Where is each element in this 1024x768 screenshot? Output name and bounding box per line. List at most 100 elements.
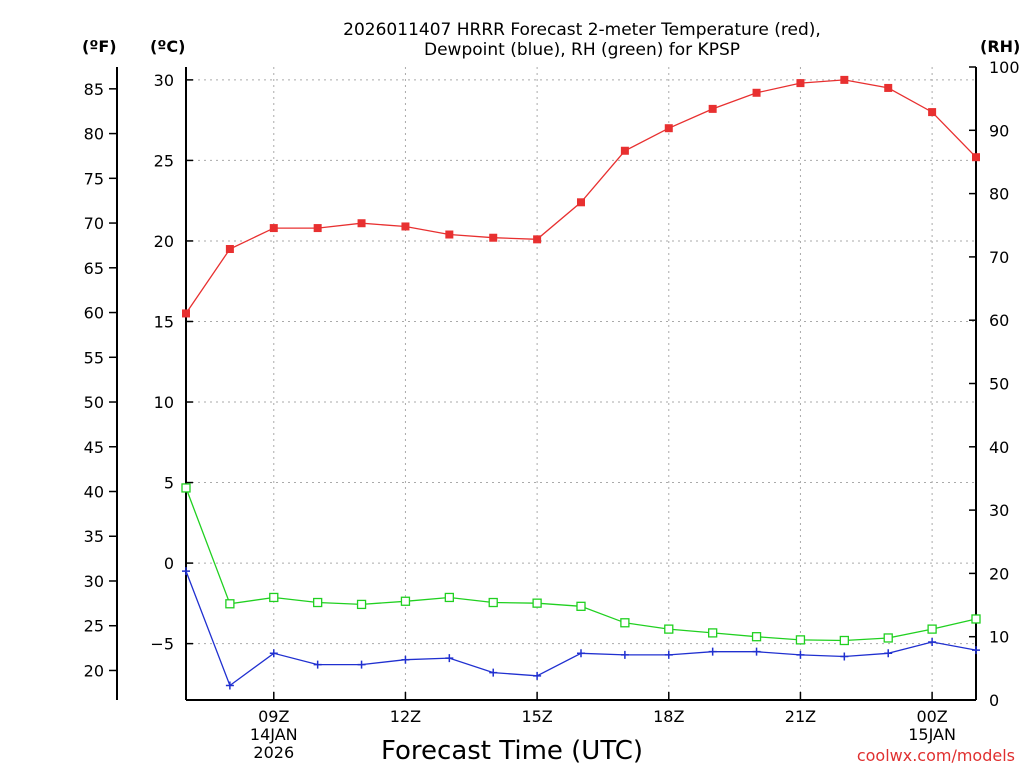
rh-point <box>532 598 542 608</box>
rh-unit-label: (RH) <box>980 37 1020 56</box>
rh-point <box>576 601 586 611</box>
axes <box>116 67 977 701</box>
chart-title-line2: Dewpoint (blue), RH (green) for KPSP <box>424 40 740 60</box>
celsius-tick-label: 20 <box>154 232 174 251</box>
fahrenheit-tick-label: 45 <box>84 438 104 457</box>
dewpoint-point <box>708 647 717 656</box>
temperature-point <box>577 198 585 207</box>
rh-point <box>620 618 630 628</box>
temperature-point <box>708 104 717 113</box>
rh-point <box>839 635 849 646</box>
temperature-point <box>533 235 542 244</box>
temperature-point <box>972 153 980 162</box>
dewpoint-point <box>752 647 761 656</box>
temperature-point <box>357 219 366 228</box>
temperature-point <box>620 146 629 155</box>
fahrenheit-tick-label: 30 <box>84 572 104 591</box>
rh-point <box>488 597 498 608</box>
time-tick-label: 09Z <box>258 707 289 726</box>
temperature-point <box>489 233 498 242</box>
series-dewpoint <box>182 567 980 690</box>
dewpoint-point <box>928 638 937 647</box>
time-tick-label: 2026 <box>253 743 294 762</box>
rh-tick-label: 80 <box>989 185 1009 204</box>
temperature-point <box>840 75 849 84</box>
credit-text: coolwx.com/models <box>857 746 1015 765</box>
rh-tick-label: 30 <box>989 501 1009 520</box>
rh-point <box>313 597 323 608</box>
dewpoint-line <box>185 570 977 687</box>
temperature-point <box>313 224 322 233</box>
celsius-tick-label: 25 <box>154 151 174 170</box>
rh-tick-label: 70 <box>989 248 1009 267</box>
fahrenheit-tick-label: 65 <box>84 259 104 278</box>
rh-point <box>400 596 411 606</box>
time-tick-label: 00Z <box>916 707 947 726</box>
time-tick-label: 15Z <box>521 707 552 726</box>
rh-point <box>927 624 937 634</box>
celsius-axis-ticks: −5 0 5 10 15 20 25 30 <box>150 71 193 654</box>
rh-point <box>708 628 718 638</box>
fahrenheit-tick-label: 50 <box>84 393 104 412</box>
time-tick-label: 15JAN <box>908 725 956 744</box>
fahrenheit-unit-label: (ºF) <box>82 37 117 56</box>
series-temperature <box>182 75 980 318</box>
fahrenheit-tick-label: 60 <box>84 304 104 323</box>
rh-line <box>185 487 977 642</box>
celsius-tick-label: −5 <box>150 635 174 654</box>
dewpoint-point <box>796 650 805 659</box>
fahrenheit-tick-label: 25 <box>84 617 104 636</box>
fahrenheit-tick-label: 55 <box>84 348 104 367</box>
dewpoint-point <box>401 655 410 664</box>
time-tick-label: 12Z <box>390 707 421 726</box>
fahrenheit-tick-label: 20 <box>84 661 104 680</box>
rh-tick-label: 90 <box>989 121 1009 140</box>
dewpoint-point <box>533 671 542 680</box>
temperature-line <box>185 79 977 314</box>
rh-tick-label: 40 <box>989 438 1009 457</box>
celsius-tick-label: 15 <box>154 312 174 331</box>
rh-axis-ticks: 0 10 20 30 40 50 60 70 80 90 100 <box>969 58 1020 710</box>
fahrenheit-axis-ticks: 20 25 30 35 40 45 50 55 60 65 70 75 80 85 <box>84 80 117 680</box>
rh-tick-label: 20 <box>989 564 1009 583</box>
rh-point <box>751 632 762 642</box>
rh-point <box>269 592 279 603</box>
rh-point <box>181 483 191 493</box>
temperature-point <box>796 79 805 88</box>
fahrenheit-tick-label: 40 <box>84 483 104 502</box>
dewpoint-point <box>357 660 366 669</box>
fahrenheit-tick-label: 85 <box>84 80 104 99</box>
temperature-point <box>752 88 761 97</box>
rh-tick-label: 100 <box>989 58 1020 77</box>
celsius-tick-label: 0 <box>164 554 174 573</box>
dewpoint-point <box>489 668 498 677</box>
celsius-tick-label: 30 <box>154 71 174 90</box>
chart-title-line1: 2026011407 HRRR Forecast 2-meter Tempera… <box>343 20 821 40</box>
temperature-point <box>401 222 410 231</box>
data-series <box>181 75 981 690</box>
rh-point <box>444 592 454 603</box>
celsius-tick-label: 5 <box>164 474 174 493</box>
temperature-point <box>664 124 673 133</box>
dewpoint-point <box>664 650 673 659</box>
temperature-point <box>182 309 190 318</box>
fahrenheit-tick-label: 75 <box>84 169 104 188</box>
fahrenheit-tick-label: 35 <box>84 527 104 546</box>
x-axis-label: Forecast Time (UTC) <box>381 736 643 766</box>
dewpoint-point <box>884 649 893 658</box>
rh-point <box>795 635 806 645</box>
temperature-point <box>225 245 234 254</box>
rh-point <box>971 614 981 624</box>
dewpoint-point <box>269 649 278 658</box>
rh-tick-label: 0 <box>989 691 999 710</box>
celsius-unit-label: (ºC) <box>150 37 185 56</box>
rh-tick-label: 50 <box>989 375 1009 394</box>
fahrenheit-tick-label: 80 <box>84 125 104 144</box>
rh-tick-label: 60 <box>989 311 1009 330</box>
dewpoint-point <box>620 650 629 659</box>
temperature-point <box>928 108 937 117</box>
time-tick-label: 14JAN <box>250 725 298 744</box>
dewpoint-point <box>840 652 849 661</box>
